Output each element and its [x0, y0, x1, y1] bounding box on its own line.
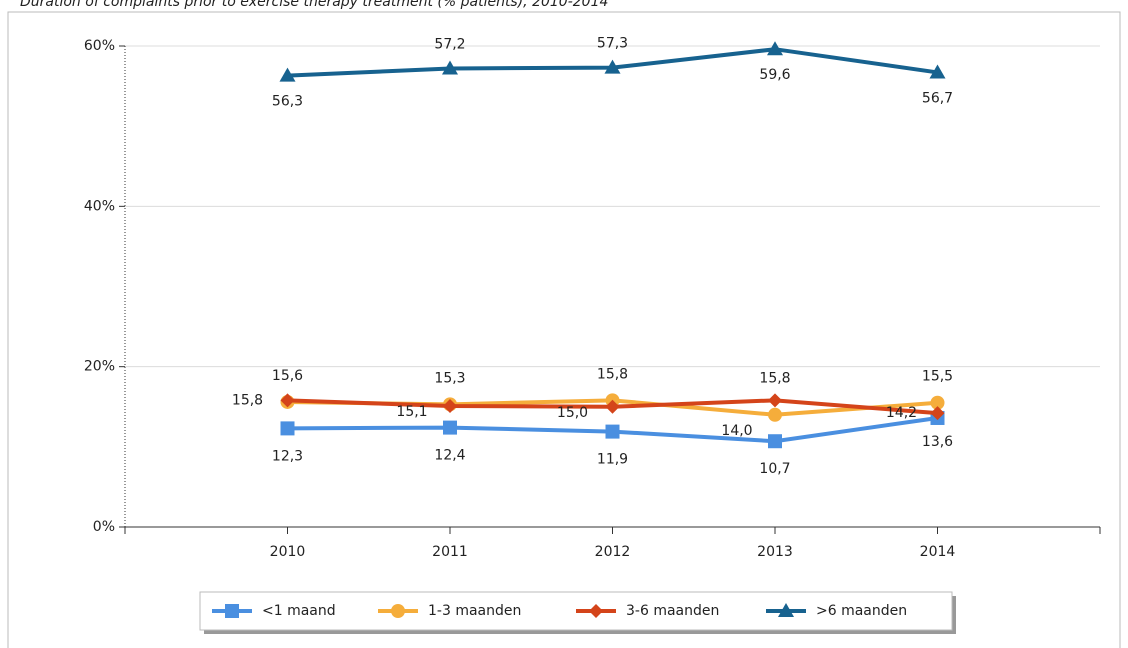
marker [778, 603, 794, 617]
marker [768, 434, 782, 449]
marker [280, 393, 295, 408]
marker [605, 424, 620, 439]
x-tick-label: 2014 [920, 544, 956, 560]
x-tick-label: 2012 [595, 544, 631, 560]
marker [225, 604, 239, 618]
data-label: 57,2 [434, 36, 465, 52]
data-label: 12,3 [272, 448, 303, 464]
data-label: 59,6 [759, 67, 790, 83]
marker [280, 421, 295, 436]
data-label: 14,0 [721, 423, 752, 439]
legend-label: <1 maand [262, 603, 336, 619]
y-tick-label: 40% [84, 198, 115, 214]
data-label: 14,2 [886, 405, 917, 421]
data-label: 57,3 [597, 36, 628, 52]
marker [929, 64, 946, 79]
x-tick-label: 2013 [757, 544, 793, 560]
marker [442, 60, 458, 75]
marker [443, 420, 457, 435]
legend-label: 1-3 maanden [428, 603, 521, 619]
marker [768, 407, 782, 422]
data-label: 13,6 [922, 434, 953, 450]
data-label: 15,3 [434, 370, 465, 386]
y-tick-label: 0% [93, 519, 115, 535]
data-label: 10,7 [759, 461, 790, 477]
marker [443, 398, 457, 413]
y-tick-label: 60% [84, 38, 115, 54]
y-tick-label: 20% [84, 359, 115, 375]
data-label: 11,9 [597, 452, 628, 468]
data-label: 15,1 [396, 404, 427, 420]
data-label: 15,5 [922, 369, 953, 385]
x-tick-label: 2010 [270, 544, 306, 560]
data-label: 56,7 [922, 90, 953, 106]
frame [7, 11, 1121, 648]
legend: <1 maand 1-3 maanden 3-6 maanden >6 maanden [199, 591, 956, 634]
legend-label: 3-6 maanden [626, 603, 719, 619]
x-tick-label: 2011 [432, 544, 468, 560]
marker [604, 59, 621, 74]
marker [768, 393, 782, 408]
data-label: 15,0 [557, 405, 588, 421]
marker [767, 41, 783, 56]
data-label: 15,8 [232, 392, 263, 408]
data-label: 15,8 [759, 370, 790, 386]
data-label: 56,3 [272, 94, 303, 110]
chart-title: Duration of complaints prior to exercise… [20, 0, 608, 10]
marker [279, 67, 296, 82]
marker [391, 604, 405, 618]
marker [930, 395, 945, 410]
legend-label: >6 maanden [816, 603, 907, 619]
marker [589, 604, 603, 618]
data-label: 15,8 [597, 366, 628, 382]
marker [930, 406, 945, 421]
data-label: 15,6 [272, 368, 303, 384]
data-label: 12,4 [434, 448, 465, 464]
marker [605, 399, 620, 414]
